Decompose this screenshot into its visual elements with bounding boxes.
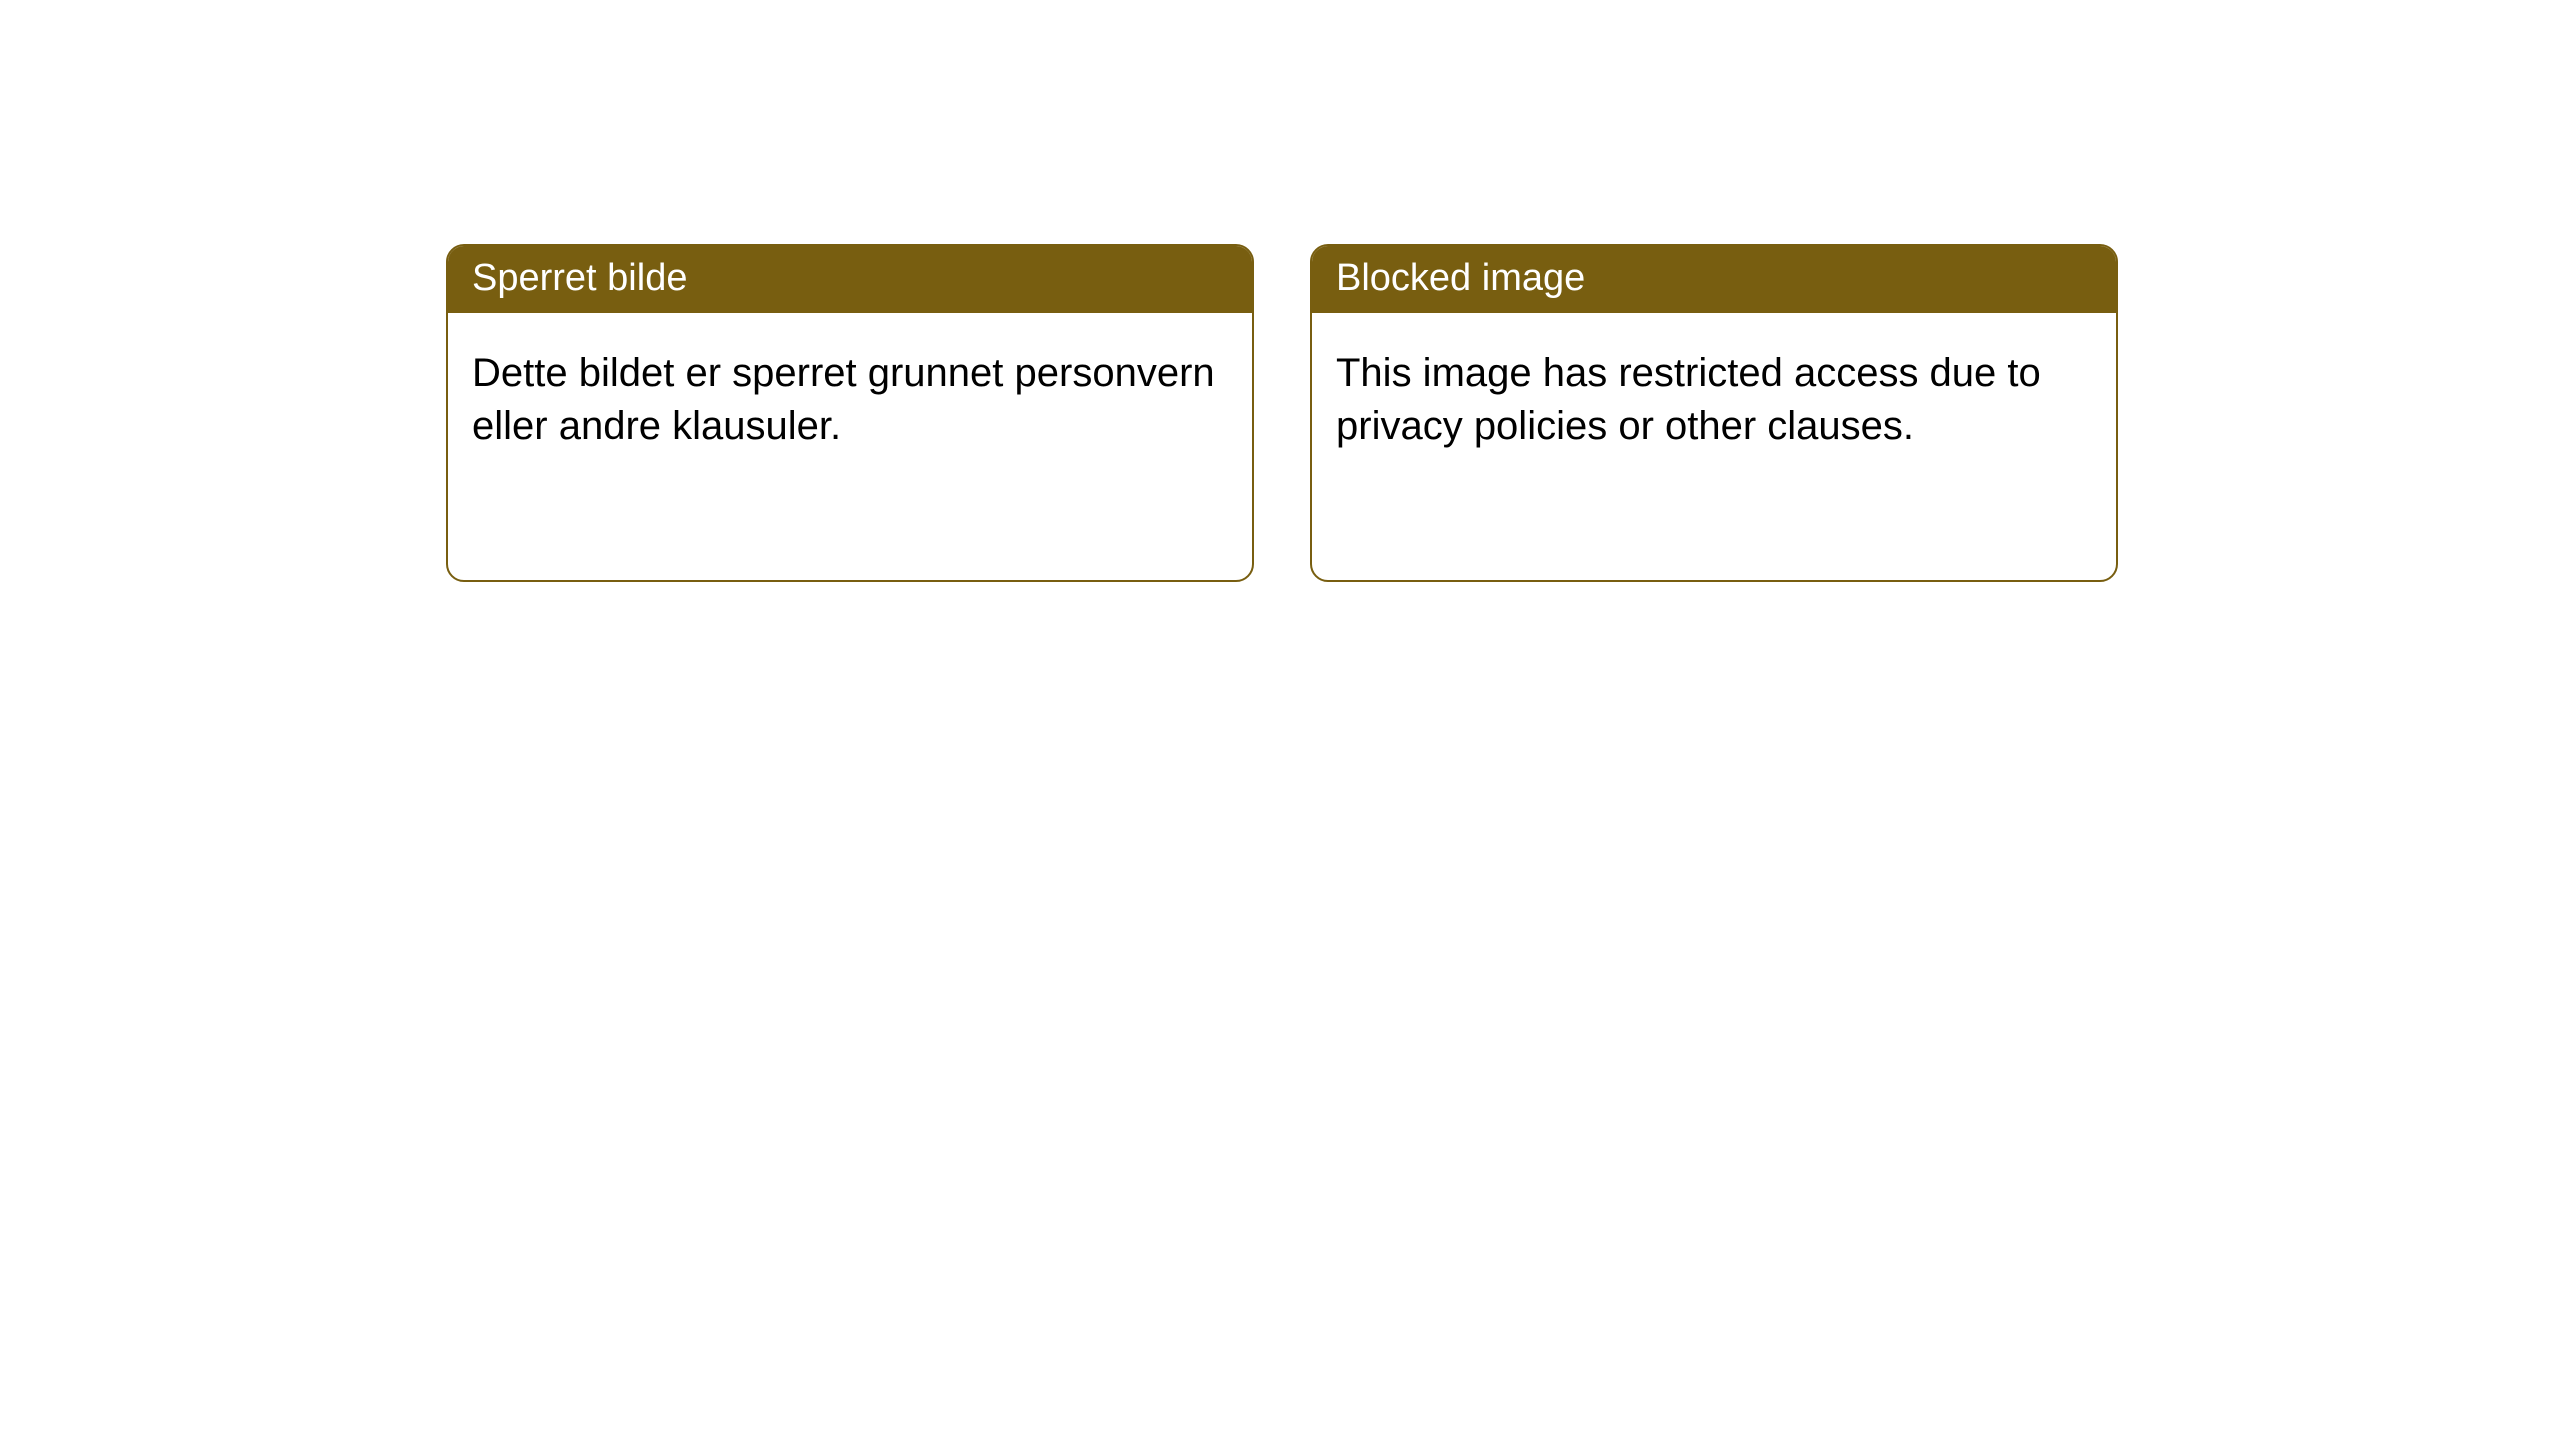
- notice-card-en: Blocked image This image has restricted …: [1310, 244, 2118, 582]
- notice-title: Blocked image: [1312, 246, 2116, 313]
- notice-card-no: Sperret bilde Dette bildet er sperret gr…: [446, 244, 1254, 582]
- notice-container: Sperret bilde Dette bildet er sperret gr…: [446, 244, 2560, 582]
- notice-title: Sperret bilde: [448, 246, 1252, 313]
- notice-body: This image has restricted access due to …: [1312, 313, 2116, 487]
- notice-body: Dette bildet er sperret grunnet personve…: [448, 313, 1252, 487]
